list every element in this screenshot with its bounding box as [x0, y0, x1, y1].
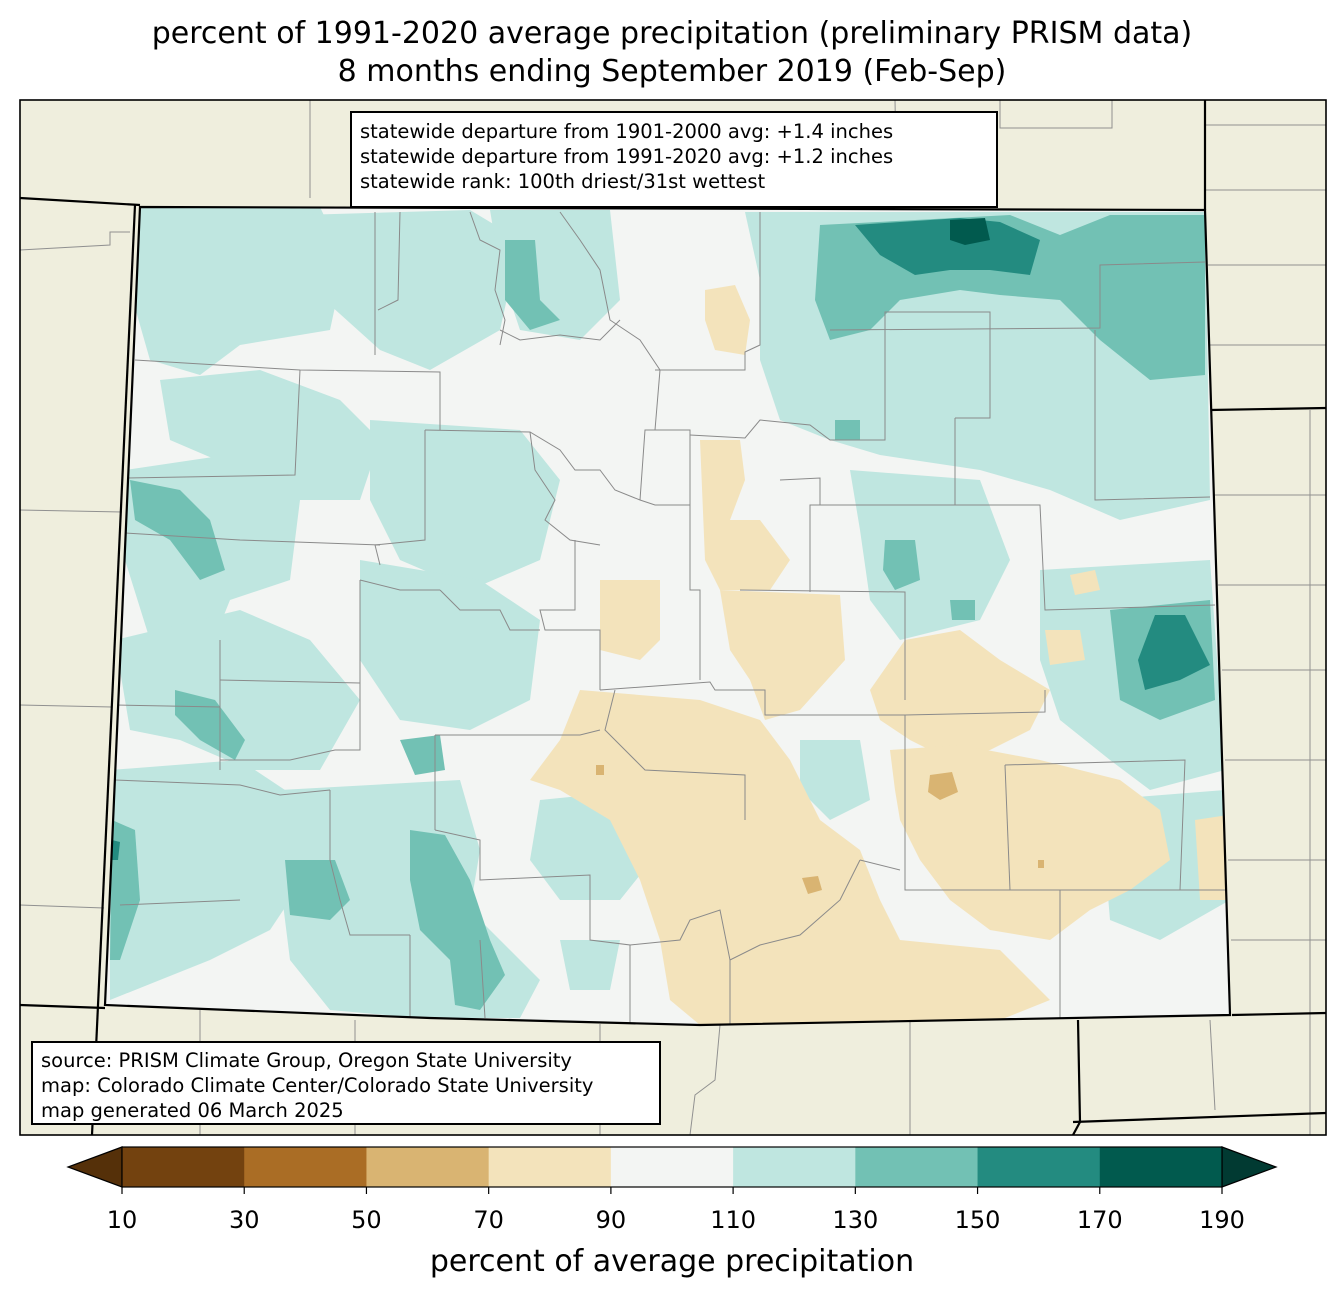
colorbar-segment: [733, 1147, 856, 1187]
map-title-line-2: 8 months ending September 2019 (Feb-Sep): [337, 54, 1007, 89]
colorbar-segment: [855, 1147, 979, 1187]
credits-source: source: PRISM Climate Group, Oregon Stat…: [41, 1049, 572, 1072]
colorbar-tick-label: 130: [832, 1206, 879, 1234]
colorbar: [66, 1146, 1278, 1194]
map-title-line-1: percent of 1991-2020 average precipitati…: [151, 16, 1193, 51]
colorbar-segment: [977, 1147, 1101, 1187]
colorbar-segment: [122, 1147, 245, 1187]
precip-170-190-areas: [950, 218, 990, 245]
colorbar-border: [121, 1146, 1223, 1188]
colorbar-segment: [244, 1147, 367, 1187]
stats-line-rank: statewide rank: 100th driest/31st wettes…: [360, 170, 766, 193]
precip-70-90-areas: [530, 285, 1230, 1025]
colorbar-tick-label: 170: [1076, 1206, 1123, 1234]
map-frame: [19, 99, 1327, 1136]
precip-50-70-areas: [596, 765, 1044, 894]
credits-box: source: PRISM Climate Group, Oregon Stat…: [31, 1041, 661, 1125]
county-lines: [114, 211, 1230, 1025]
stats-line-1901-2000: statewide departure from 1901-2000 avg: …: [360, 120, 894, 143]
colorbar-tick-label: 190: [1199, 1206, 1245, 1234]
colorbar-tick-label: 30: [228, 1206, 260, 1234]
colorbar-segment: [1099, 1147, 1223, 1187]
colorbar-segment: [610, 1147, 734, 1187]
precip-150-170-areas: [112, 218, 1210, 860]
colorado-boundary: [103, 205, 1232, 1027]
colorbar-tick-label: 10: [106, 1206, 138, 1234]
colorbar-tick-label: 110: [710, 1206, 757, 1234]
colorbar-segment: [488, 1147, 612, 1187]
colorbar-tick-label: 70: [473, 1206, 504, 1234]
colorbar-tick-label: 90: [595, 1206, 627, 1234]
colorbar-under-arrow: [66, 1146, 123, 1188]
colorbar-over-arrow: [1221, 1146, 1278, 1188]
colorbar-tick-label: 50: [351, 1206, 382, 1234]
colorado-state: [103, 205, 1232, 1027]
statewide-stats-box: statewide departure from 1901-2000 avg: …: [350, 111, 998, 208]
stats-line-1991-2020: statewide departure from 1991-2020 avg: …: [360, 145, 894, 168]
state-boundaries: [20, 100, 1326, 1135]
colorbar-tick-label: 150: [954, 1206, 1001, 1234]
colorbar-segment: [366, 1147, 490, 1187]
credits-map: map: Colorado Climate Center/Colorado St…: [41, 1074, 594, 1097]
colorbar-label: percent of average precipitation: [429, 1244, 915, 1279]
credits-generated: map generated 06 March 2025: [41, 1099, 344, 1122]
